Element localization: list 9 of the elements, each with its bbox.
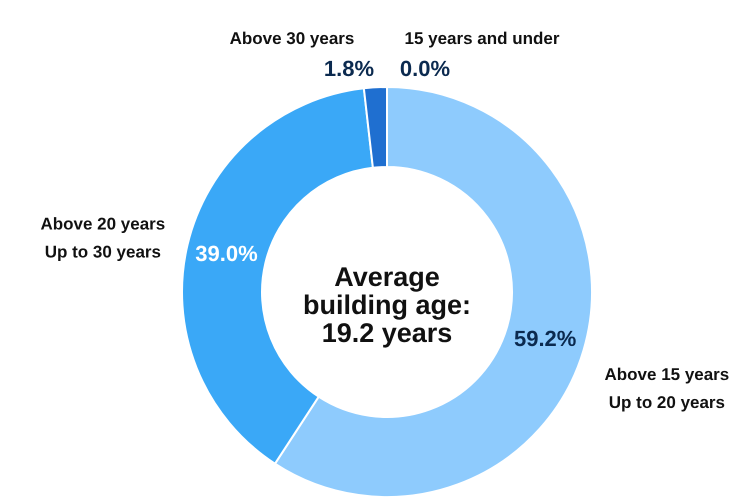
category-label: 15 years and under: [404, 29, 560, 48]
slice-label: Above 30 years: [230, 29, 354, 48]
slice-label: Above 15 years Up to 20 years: [604, 365, 730, 412]
slice-label: Above 20 years Up to 30 years: [40, 214, 166, 262]
text: 0.0%: [400, 56, 450, 81]
data-label: 1.8%: [324, 56, 374, 81]
data-label: 39.0%: [195, 240, 258, 266]
data-label: 59.2%: [514, 326, 576, 352]
text: Average building age: 19.2 years: [303, 262, 471, 348]
